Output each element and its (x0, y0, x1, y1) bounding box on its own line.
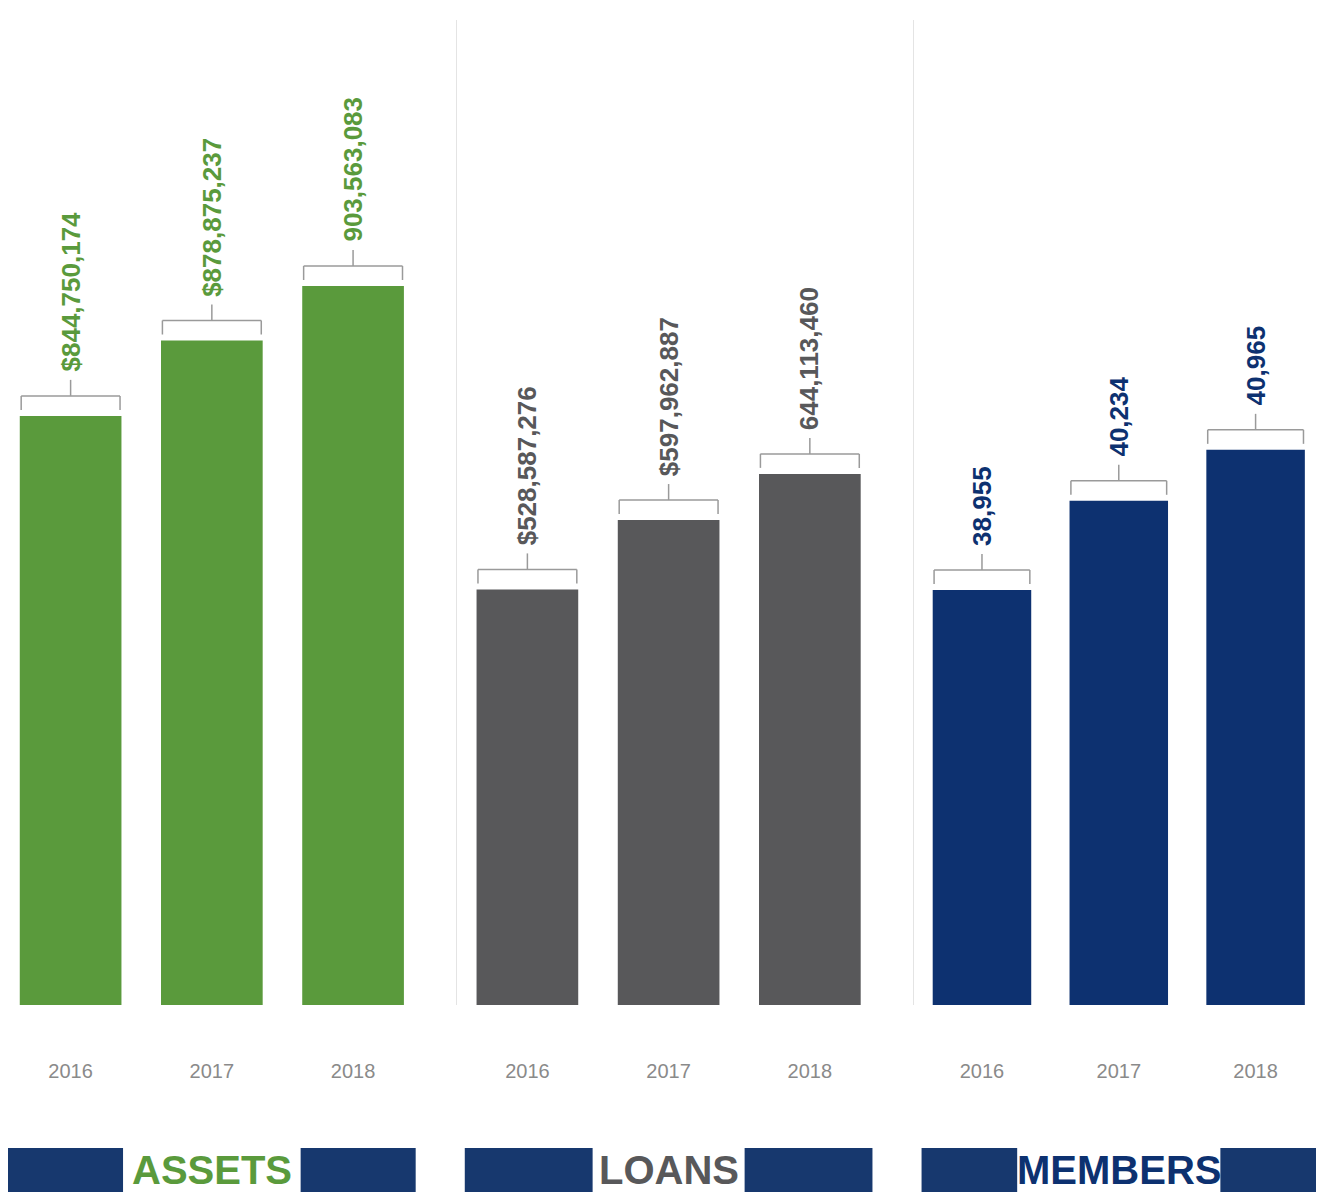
svg-text:$597,962,887: $597,962,887 (654, 317, 684, 476)
svg-text:2016: 2016 (505, 1060, 550, 1082)
svg-text:$844,750,174: $844,750,174 (56, 212, 86, 372)
svg-text:2018: 2018 (788, 1060, 833, 1082)
svg-text:38,955: 38,955 (967, 466, 997, 546)
svg-text:2016: 2016 (960, 1060, 1005, 1082)
svg-text:ASSETS: ASSETS (132, 1148, 292, 1192)
svg-text:2018: 2018 (331, 1060, 376, 1082)
svg-text:40,234: 40,234 (1104, 377, 1134, 457)
svg-text:LOANS: LOANS (599, 1148, 739, 1192)
svg-text:2018: 2018 (1233, 1060, 1278, 1082)
svg-text:2017: 2017 (1097, 1060, 1142, 1082)
svg-text:$878,875,237: $878,875,237 (197, 138, 227, 297)
svg-text:40,965: 40,965 (1241, 326, 1271, 406)
svg-text:2016: 2016 (48, 1060, 93, 1082)
svg-text:644,113,460: 644,113,460 (794, 287, 824, 430)
svg-text:903,563,083: 903,563,083 (338, 97, 368, 242)
svg-text:$528,587,276: $528,587,276 (512, 386, 542, 545)
svg-text:2017: 2017 (190, 1060, 235, 1082)
svg-text:MEMBERS: MEMBERS (1017, 1148, 1221, 1192)
svg-text:2017: 2017 (646, 1060, 691, 1082)
